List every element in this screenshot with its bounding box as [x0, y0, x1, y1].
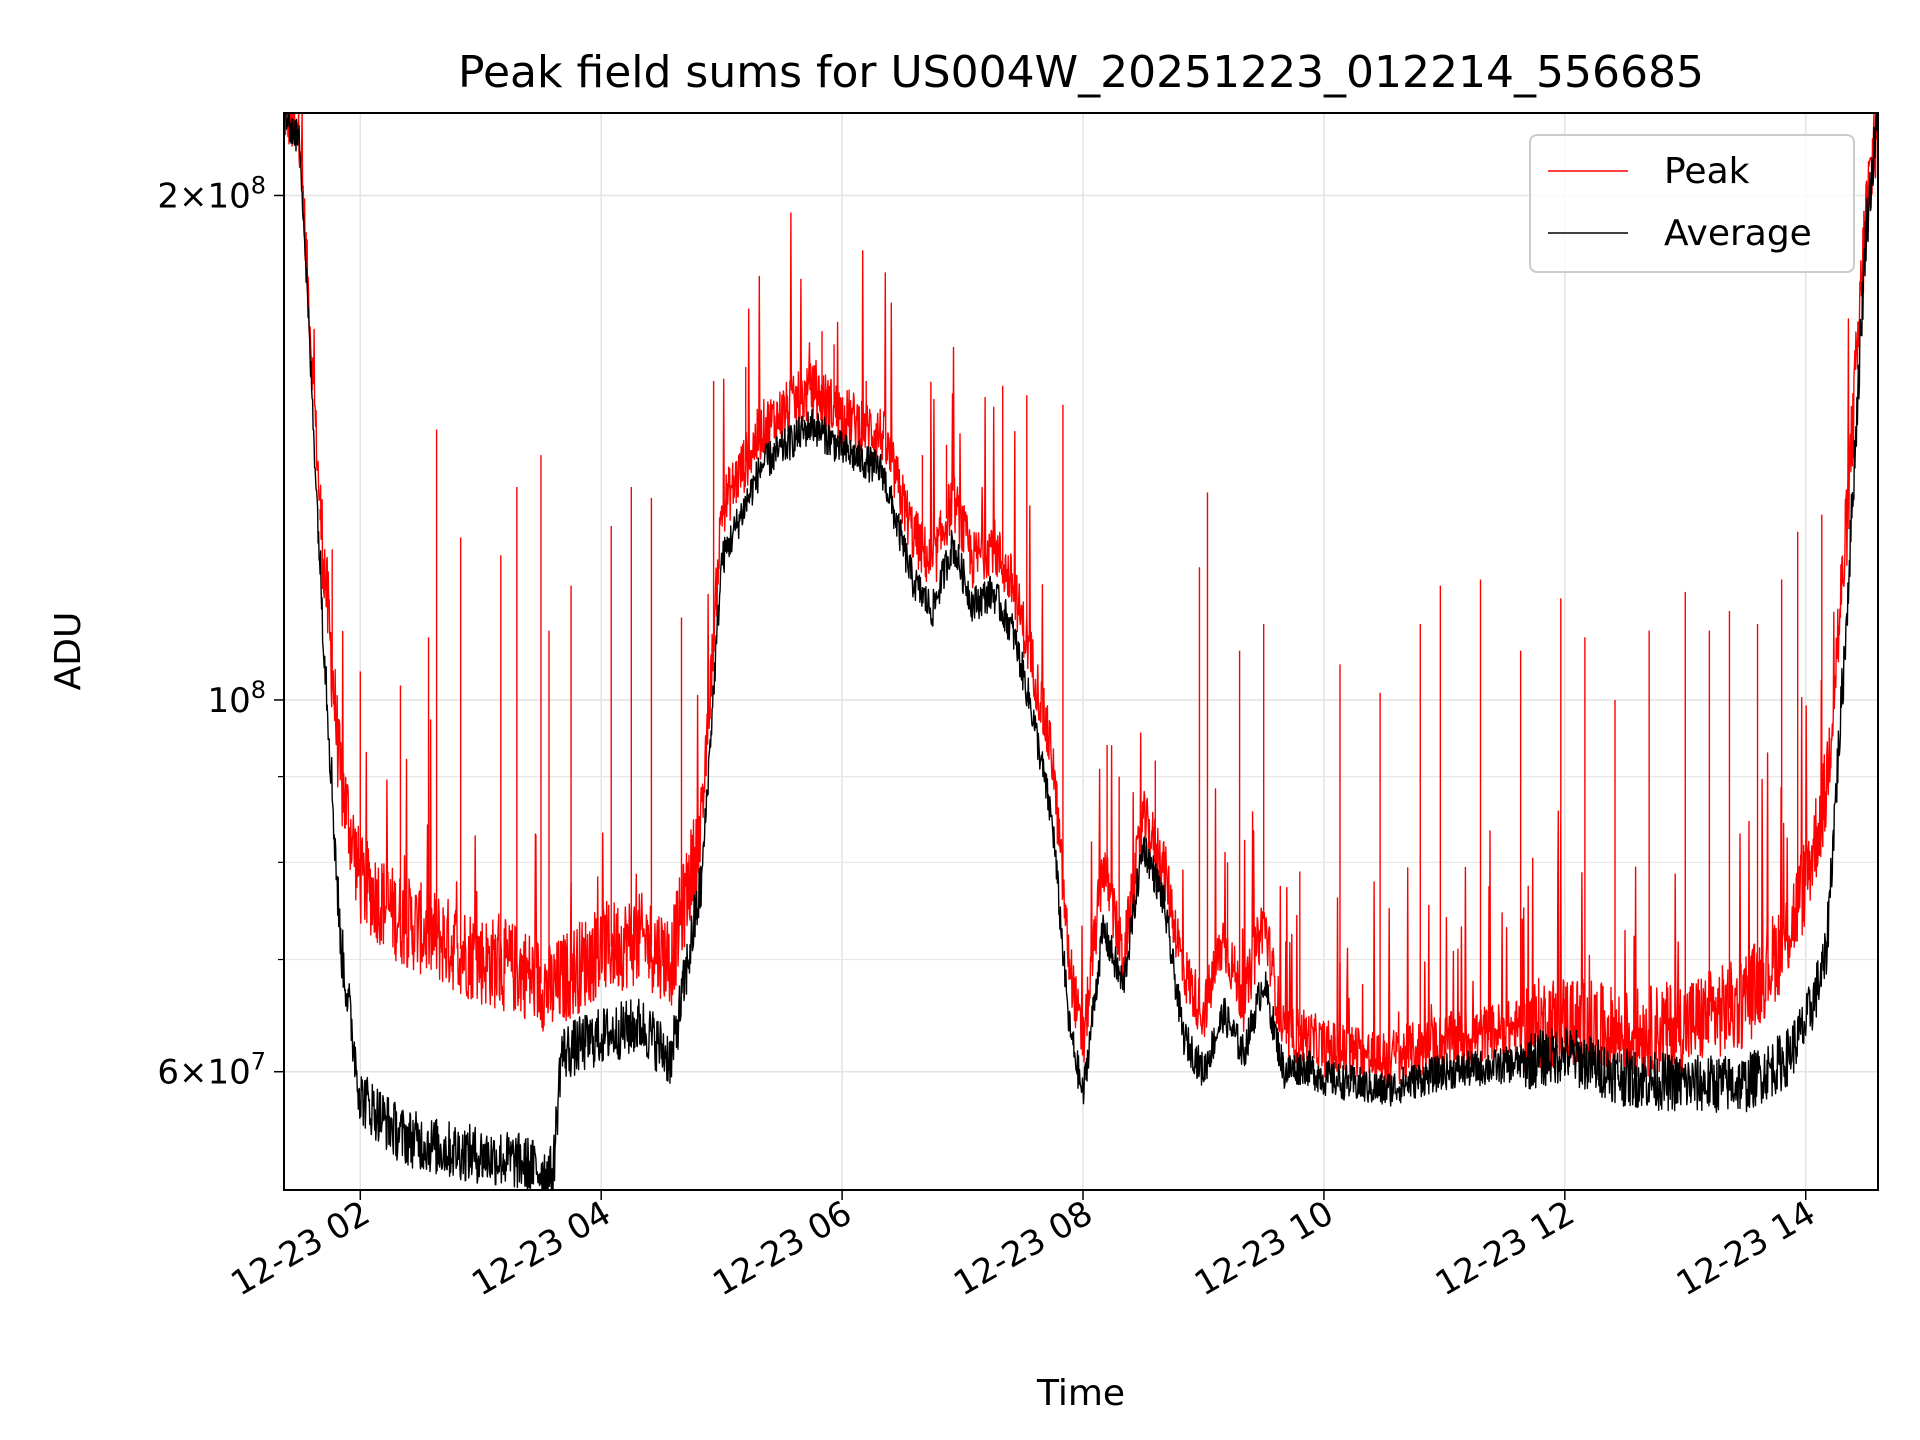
average-series-line	[284, 113, 1878, 1190]
y-tick-label: 2×108	[157, 171, 266, 216]
plot-frame	[283, 112, 1879, 1191]
legend-average-label: Average	[1664, 213, 1812, 254]
series-group	[284, 113, 1878, 1190]
x-axis-label: Time	[1036, 1373, 1125, 1414]
y-tick-label: 6×107	[157, 1048, 266, 1093]
chart-title: Peak field sums for US004W_20251223_0122…	[458, 47, 1704, 98]
legend-peak-label: Peak	[1664, 151, 1750, 192]
y-axis-label: ADU	[48, 612, 89, 691]
legend: Peak Average	[1529, 134, 1855, 273]
y-tick-label: 108	[207, 676, 266, 721]
legend-box	[1529, 134, 1855, 273]
